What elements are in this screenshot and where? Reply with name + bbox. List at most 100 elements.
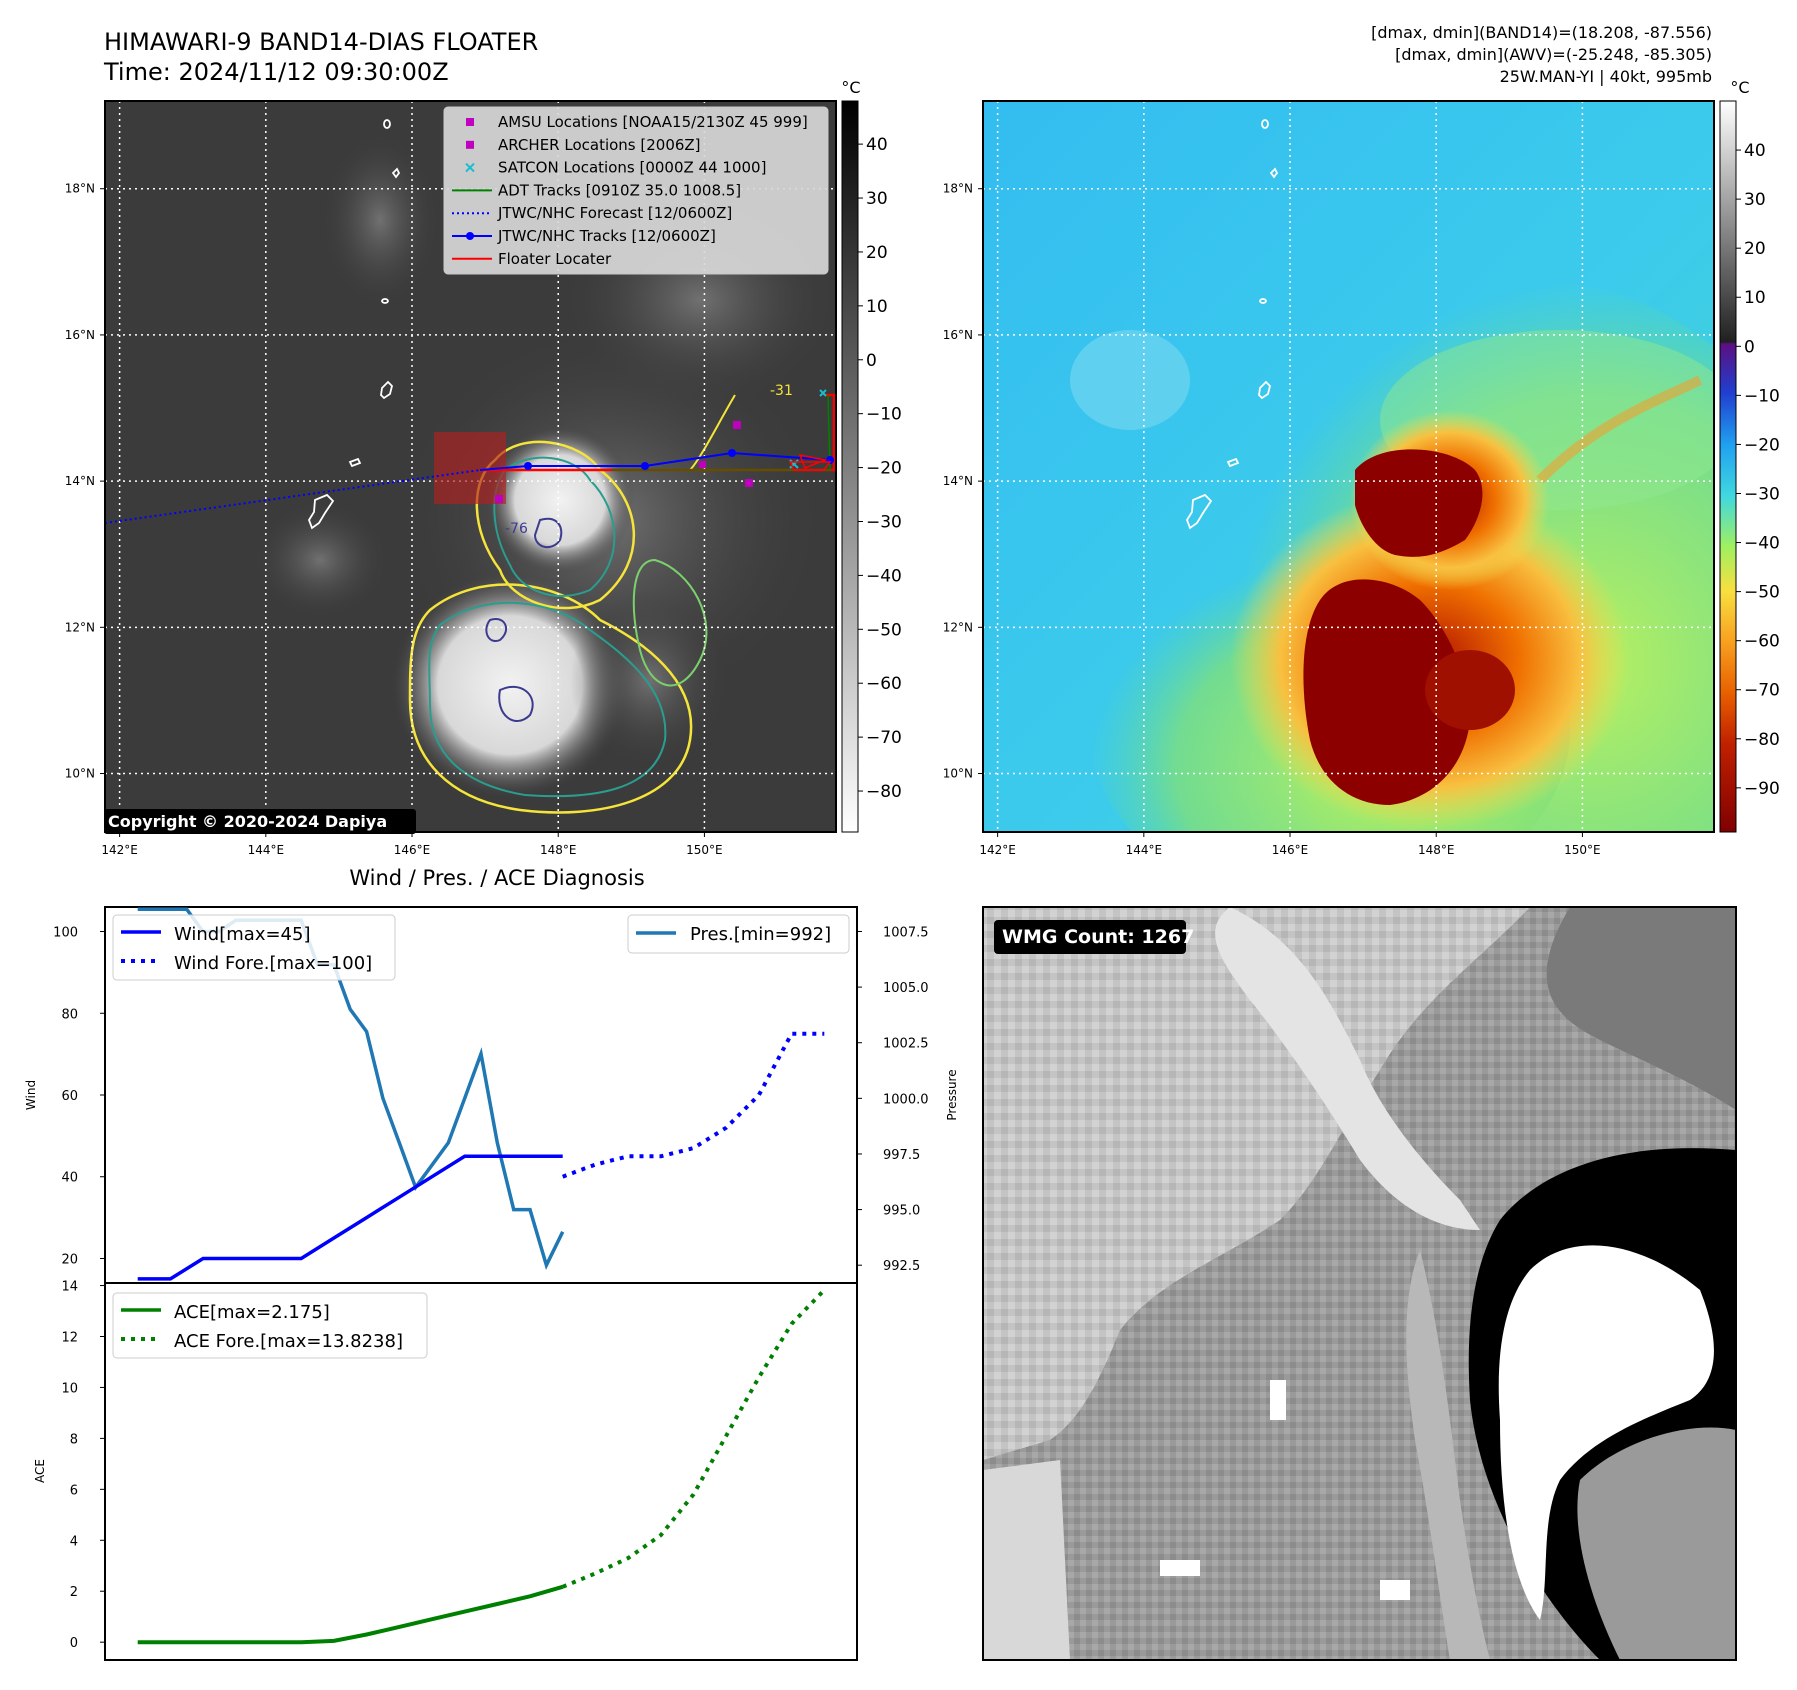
colorbar-tick-label: −70 [1744,681,1780,701]
wind-tick-label: 80 [61,1007,78,1022]
wmg-count-box [994,920,1186,954]
stats-band14: [dmax, dmin](BAND14)=(18.208, -87.556) [1371,23,1712,42]
colorbar-tick-label: −50 [866,620,902,640]
lon-tick-label: 142°E [101,843,138,857]
ace-tick-label: 8 [70,1432,78,1447]
lon-tick-label: 144°E [1126,843,1163,857]
pressure-tick-label: 995.0 [883,1204,920,1219]
lon-tick-label: 146°E [394,843,431,857]
legend-wind-fore: Wind Fore.[max=100] [174,953,372,974]
legend-label: SATCON Locations [0000Z 44 1000] [498,159,766,177]
ace-axis-label: ACE [33,1459,47,1483]
wmg-panel [983,907,1736,1660]
lat-tick-label: 18°N [65,182,95,196]
wind-legend: Wind[max=45] Wind Fore.[max=100] [112,914,396,981]
stats-awv: [dmax, dmin](AWV)=(-25.248, -85.305) [1395,45,1712,64]
wind-tick-label: 20 [61,1252,78,1267]
lon-tick-label: 146°E [1272,843,1309,857]
lat-tick-label: 18°N [943,182,973,196]
colorbar-tick-label: −30 [866,512,902,532]
legend-label: Floater Locater [498,250,612,268]
colorbar-tick-label: 10 [866,297,888,317]
lat-tick-label: 10°N [65,767,95,781]
lat-tick-label: 16°N [943,328,973,342]
coastline-islands-2 [1186,119,1279,530]
wmg-frame [982,906,1737,1661]
legend-marker-dot [466,232,474,240]
series-line [137,1584,564,1645]
pressure-legend: Pres.[min=992] [627,914,850,954]
colorbar-tick-label: −80 [1744,730,1780,750]
lat-tick-label: 16°N [65,328,95,342]
legend-marker-x [465,162,475,173]
map1-lon-ticks: 142°E 144°E 146°E 148°E 150°E [101,832,723,857]
lat-tick-label: 14°N [943,474,973,488]
colorbar-tick-label: −60 [866,674,902,694]
series-line [137,1154,563,1281]
colorbar-tick-label: −80 [866,782,902,802]
map2-lon-ticks: 142°E 144°E 146°E 148°E 150°E [979,832,1601,857]
map1-frame [104,100,837,833]
stats-storm: 25W.MAN-YI | 40kt, 995mb [1500,67,1712,86]
lon-tick-label: 144°E [248,843,285,857]
ace-tick-label: 0 [70,1636,78,1651]
colorbar-tick-label: 20 [866,243,888,263]
colorbar2-ticks: 40 30 20 10 0 −10 −20 −30 −40 −50 −60 −70 −80 −90 [1736,141,1780,799]
colorbar-tick-label: 0 [1744,337,1755,357]
map2-lat-ticks: 18°N 16°N 14°N 12°N 10°N [943,182,983,781]
adt-track [612,394,831,471]
wind-tick-label: 60 [61,1089,78,1104]
pressure-tick-label: 1005.0 [883,981,929,996]
contour-label-31: -31 [770,383,793,399]
colorbar2 [1719,100,1737,833]
diagnosis-title: Wind / Pres. / ACE Diagnosis [349,866,644,890]
ace-legend: ACE[max=2.175] ACE Fore.[max=13.8238] [112,1292,428,1359]
lon-tick-label: 148°E [540,843,577,857]
colorbar2-unit: °C [1730,78,1749,97]
map1-lat-ticks: 18°N 16°N 14°N 12°N 10°N [65,182,105,781]
legend-label: ARCHER Locations [2006Z] [498,136,701,154]
pressure-tick-label: 992.5 [883,1259,920,1274]
colorbar-tick-label: −40 [866,566,902,586]
legend-ace: ACE[max=2.175] [174,1302,330,1323]
colorbar-tick-label: −90 [1744,779,1780,799]
ace-tick-label: 6 [70,1483,78,1498]
wmg-count-label: WMG Count: 1267 [1002,926,1194,948]
colorbar-tick-label: 30 [866,189,888,209]
legend-label: ADT Tracks [0910Z 35.0 1008.5] [498,181,741,199]
legend-label: JTWC/NHC Tracks [12/0600Z] [497,227,716,245]
colorbar-tick-label: 0 [866,351,877,371]
figure-time: Time: 2024/11/12 09:30:00Z [103,58,449,86]
series-line [561,1288,826,1589]
pressure-tick-label: 1000.0 [883,1092,929,1107]
colorbar-tick-label: −10 [866,405,902,425]
colorbar1-ticks: 40 30 20 10 0 −10 −20 −30 −40 −50 −60 −70 −80 [858,135,902,802]
lon-tick-label: 150°E [1564,843,1601,857]
floater-cluster [788,453,832,471]
lat-tick-label: 12°N [65,620,95,634]
wind-pressure-plot: 20 40 60 80 100 992.5 995.0 997.5 1000.0 1002.5 10… [53,907,929,1281]
pressure-tick-label: 1002.5 [883,1037,929,1052]
ace-tick-label: 14 [61,1280,78,1295]
colorbar-tick-label: 10 [1744,288,1766,308]
map2-gridlines [983,101,1714,832]
map2-frame [982,100,1715,833]
ace-tick-label: 4 [70,1534,78,1549]
ace-tick-label: 2 [70,1585,78,1600]
lon-tick-label: 150°E [686,843,723,857]
contour-label-76: -76 [505,521,528,537]
colorbar-tick-label: −50 [1744,583,1780,603]
pressure-tick-label: 1007.5 [883,925,929,940]
pressure-tick-label: 997.5 [883,1148,920,1163]
colorbar1-unit: °C [841,78,860,97]
colorbar-tick-label: −20 [1744,435,1780,455]
colorbar-tick-label: −40 [1744,534,1780,554]
cold-top-north [1355,449,1483,557]
copyright-text: Copyright © 2020-2024 Dapiya [108,812,387,831]
legend-pressure: Pres.[min=992] [690,924,831,945]
map-band14-color [983,101,1714,832]
map1-legend: AMSU Locations [NOAA15/2130Z 45 999] ARCH… [443,106,829,275]
ace-tick-label: 10 [61,1381,78,1396]
colorbar-tick-label: −60 [1744,632,1780,652]
